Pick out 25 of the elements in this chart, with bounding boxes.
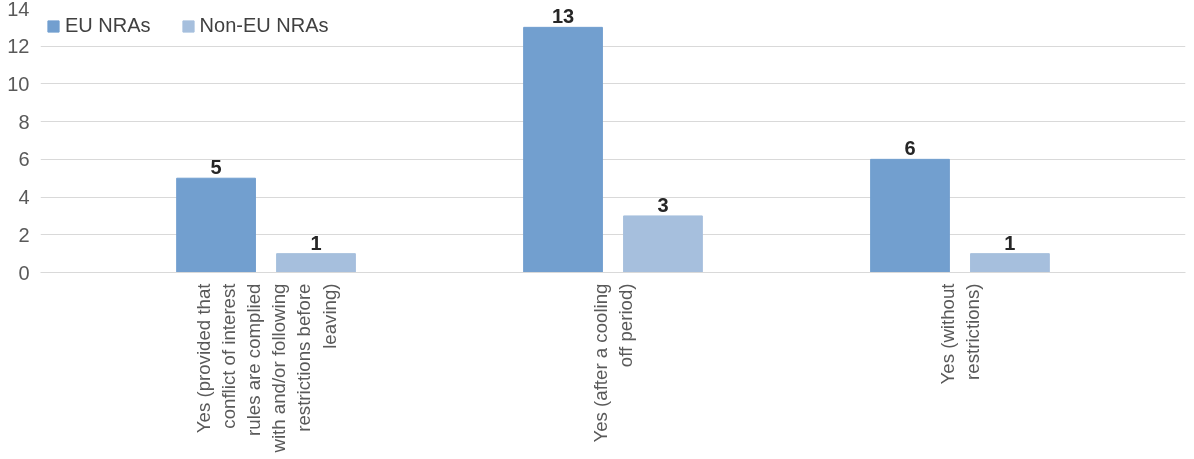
y-tick-label: 2 (18, 223, 30, 246)
bar (870, 158, 950, 273)
y-tick-label: 6 (18, 148, 30, 171)
bar (276, 253, 356, 273)
x-tick-label: Yes (without restrictions) (936, 282, 984, 385)
data-label: 1 (310, 231, 322, 254)
legend-label: EU NRAs (65, 14, 151, 37)
data-label: 1 (1004, 231, 1016, 254)
y-tick-label: 8 (18, 110, 30, 133)
bar (970, 253, 1050, 273)
y-tick-label: 4 (18, 186, 30, 209)
data-label: 3 (657, 193, 669, 216)
bar (623, 215, 703, 273)
bar (176, 177, 256, 273)
y-tick-label: 14 (7, 0, 30, 20)
y-tick-label: 12 (7, 35, 30, 58)
bar (523, 26, 603, 273)
x-tick-label: Yes (after a cooling off period) (589, 283, 637, 443)
data-label: 6 (904, 137, 916, 160)
y-tick-label: 0 (18, 261, 30, 284)
data-label: 13 (551, 5, 575, 28)
x-tick-label: Yes (provided that conflict of interest rules are complied with and/or following restrictions before leaving) (192, 282, 340, 454)
legend-label: Non-EU NRAs (199, 14, 329, 37)
data-label: 5 (210, 156, 222, 179)
y-tick-label: 10 (7, 72, 30, 95)
